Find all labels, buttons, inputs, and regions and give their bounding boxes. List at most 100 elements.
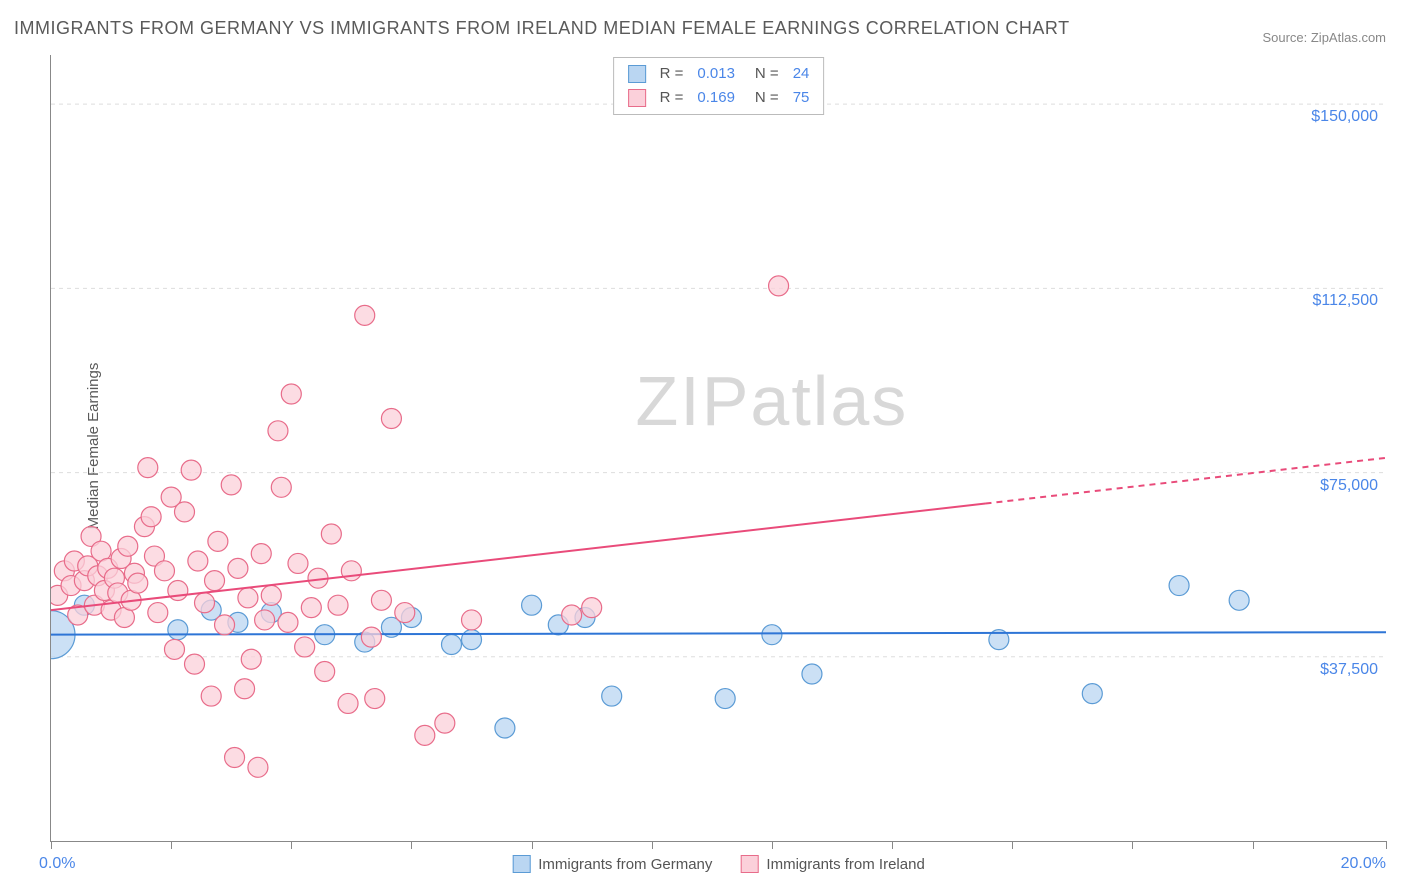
scatter-point-ireland bbox=[188, 551, 208, 571]
stats-box: R = 0.013 N = 24 R = 0.169 N = 75 bbox=[613, 57, 825, 115]
scatter-point-germany bbox=[802, 664, 822, 684]
scatter-point-ireland bbox=[395, 603, 415, 623]
scatter-point-ireland bbox=[562, 605, 582, 625]
stats-n-germany: 24 bbox=[793, 62, 810, 86]
x-tick bbox=[1012, 841, 1013, 849]
scatter-point-ireland bbox=[238, 588, 258, 608]
scatter-point-ireland bbox=[195, 593, 215, 613]
stats-n-ireland: 75 bbox=[793, 86, 810, 110]
scatter-point-germany bbox=[762, 625, 782, 645]
scatter-point-ireland bbox=[164, 639, 184, 659]
scatter-point-ireland bbox=[415, 725, 435, 745]
stats-swatch-germany bbox=[628, 65, 646, 83]
scatter-point-ireland bbox=[268, 421, 288, 441]
x-tick bbox=[291, 841, 292, 849]
scatter-point-germany bbox=[602, 686, 622, 706]
legend-swatch-germany bbox=[512, 855, 530, 873]
scatter-point-ireland bbox=[371, 590, 391, 610]
scatter-point-ireland bbox=[208, 531, 228, 551]
stats-n-label: N = bbox=[755, 62, 779, 86]
scatter-point-ireland bbox=[255, 610, 275, 630]
scatter-point-ireland bbox=[271, 477, 291, 497]
scatter-point-ireland bbox=[338, 693, 358, 713]
x-tick bbox=[772, 841, 773, 849]
scatter-point-germany bbox=[1169, 576, 1189, 596]
x-tick bbox=[1386, 841, 1387, 849]
scatter-point-ireland bbox=[185, 654, 205, 674]
scatter-point-ireland bbox=[355, 305, 375, 325]
scatter-point-ireland bbox=[205, 571, 225, 591]
scatter-point-ireland bbox=[181, 460, 201, 480]
x-axis-start: 0.0% bbox=[39, 855, 75, 873]
scatter-point-ireland bbox=[251, 544, 271, 564]
x-tick bbox=[51, 841, 52, 849]
chart-svg bbox=[51, 55, 1386, 841]
scatter-point-ireland bbox=[228, 558, 248, 578]
scatter-point-ireland bbox=[288, 553, 308, 573]
scatter-point-ireland bbox=[241, 649, 261, 669]
scatter-point-ireland bbox=[582, 598, 602, 618]
scatter-point-ireland bbox=[225, 747, 245, 767]
scatter-point-ireland bbox=[154, 561, 174, 581]
stats-row-germany: R = 0.013 N = 24 bbox=[628, 62, 810, 86]
x-tick bbox=[532, 841, 533, 849]
scatter-point-ireland bbox=[175, 502, 195, 522]
x-tick bbox=[1132, 841, 1133, 849]
scatter-point-ireland bbox=[341, 561, 361, 581]
scatter-point-ireland bbox=[281, 384, 301, 404]
stats-swatch-ireland bbox=[628, 89, 646, 107]
x-tick bbox=[411, 841, 412, 849]
scatter-point-ireland bbox=[365, 689, 385, 709]
scatter-point-ireland bbox=[295, 637, 315, 657]
scatter-point-ireland bbox=[381, 409, 401, 429]
scatter-point-ireland bbox=[148, 603, 168, 623]
scatter-point-ireland bbox=[315, 662, 335, 682]
scatter-point-ireland bbox=[769, 276, 789, 296]
scatter-point-germany bbox=[442, 635, 462, 655]
legend-label-germany: Immigrants from Germany bbox=[538, 856, 712, 873]
stats-row-ireland: R = 0.169 N = 75 bbox=[628, 86, 810, 110]
scatter-point-ireland bbox=[328, 595, 348, 615]
plot-area: ZIPatlas R = 0.013 N = 24 R = 0.169 N = … bbox=[50, 55, 1386, 842]
scatter-point-germany bbox=[715, 689, 735, 709]
legend-item-ireland: Immigrants from Ireland bbox=[740, 855, 924, 873]
trendline-dashed-ireland bbox=[986, 458, 1387, 504]
scatter-point-ireland bbox=[168, 580, 188, 600]
source-attribution: Source: ZipAtlas.com bbox=[1262, 30, 1386, 45]
scatter-point-ireland bbox=[221, 475, 241, 495]
scatter-point-ireland bbox=[215, 615, 235, 635]
legend-item-germany: Immigrants from Germany bbox=[512, 855, 712, 873]
scatter-point-ireland bbox=[118, 536, 138, 556]
scatter-point-ireland bbox=[462, 610, 482, 630]
scatter-point-ireland bbox=[301, 598, 321, 618]
x-tick bbox=[652, 841, 653, 849]
scatter-point-ireland bbox=[235, 679, 255, 699]
scatter-point-ireland bbox=[321, 524, 341, 544]
x-axis-end: 20.0% bbox=[1341, 855, 1386, 873]
scatter-point-ireland bbox=[435, 713, 455, 733]
scatter-point-germany bbox=[1082, 684, 1102, 704]
scatter-point-ireland bbox=[128, 573, 148, 593]
legend-label-ireland: Immigrants from Ireland bbox=[766, 856, 924, 873]
stats-r-label: R = bbox=[660, 86, 684, 110]
scatter-point-germany bbox=[495, 718, 515, 738]
scatter-point-germany bbox=[168, 620, 188, 640]
x-tick bbox=[171, 841, 172, 849]
stats-r-ireland: 0.169 bbox=[697, 86, 735, 110]
chart-title: IMMIGRANTS FROM GERMANY VS IMMIGRANTS FR… bbox=[14, 18, 1070, 39]
scatter-point-ireland bbox=[248, 757, 268, 777]
stats-r-germany: 0.013 bbox=[697, 62, 735, 86]
scatter-point-germany bbox=[522, 595, 542, 615]
x-tick bbox=[892, 841, 893, 849]
scatter-point-ireland bbox=[361, 627, 381, 647]
scatter-point-germany bbox=[462, 630, 482, 650]
scatter-point-ireland bbox=[138, 458, 158, 478]
scatter-point-ireland bbox=[141, 507, 161, 527]
scatter-point-ireland bbox=[201, 686, 221, 706]
legend-swatch-ireland bbox=[740, 855, 758, 873]
scatter-point-germany bbox=[1229, 590, 1249, 610]
trendline-germany bbox=[51, 632, 1386, 634]
stats-r-label: R = bbox=[660, 62, 684, 86]
x-tick bbox=[1253, 841, 1254, 849]
scatter-point-ireland bbox=[261, 585, 281, 605]
